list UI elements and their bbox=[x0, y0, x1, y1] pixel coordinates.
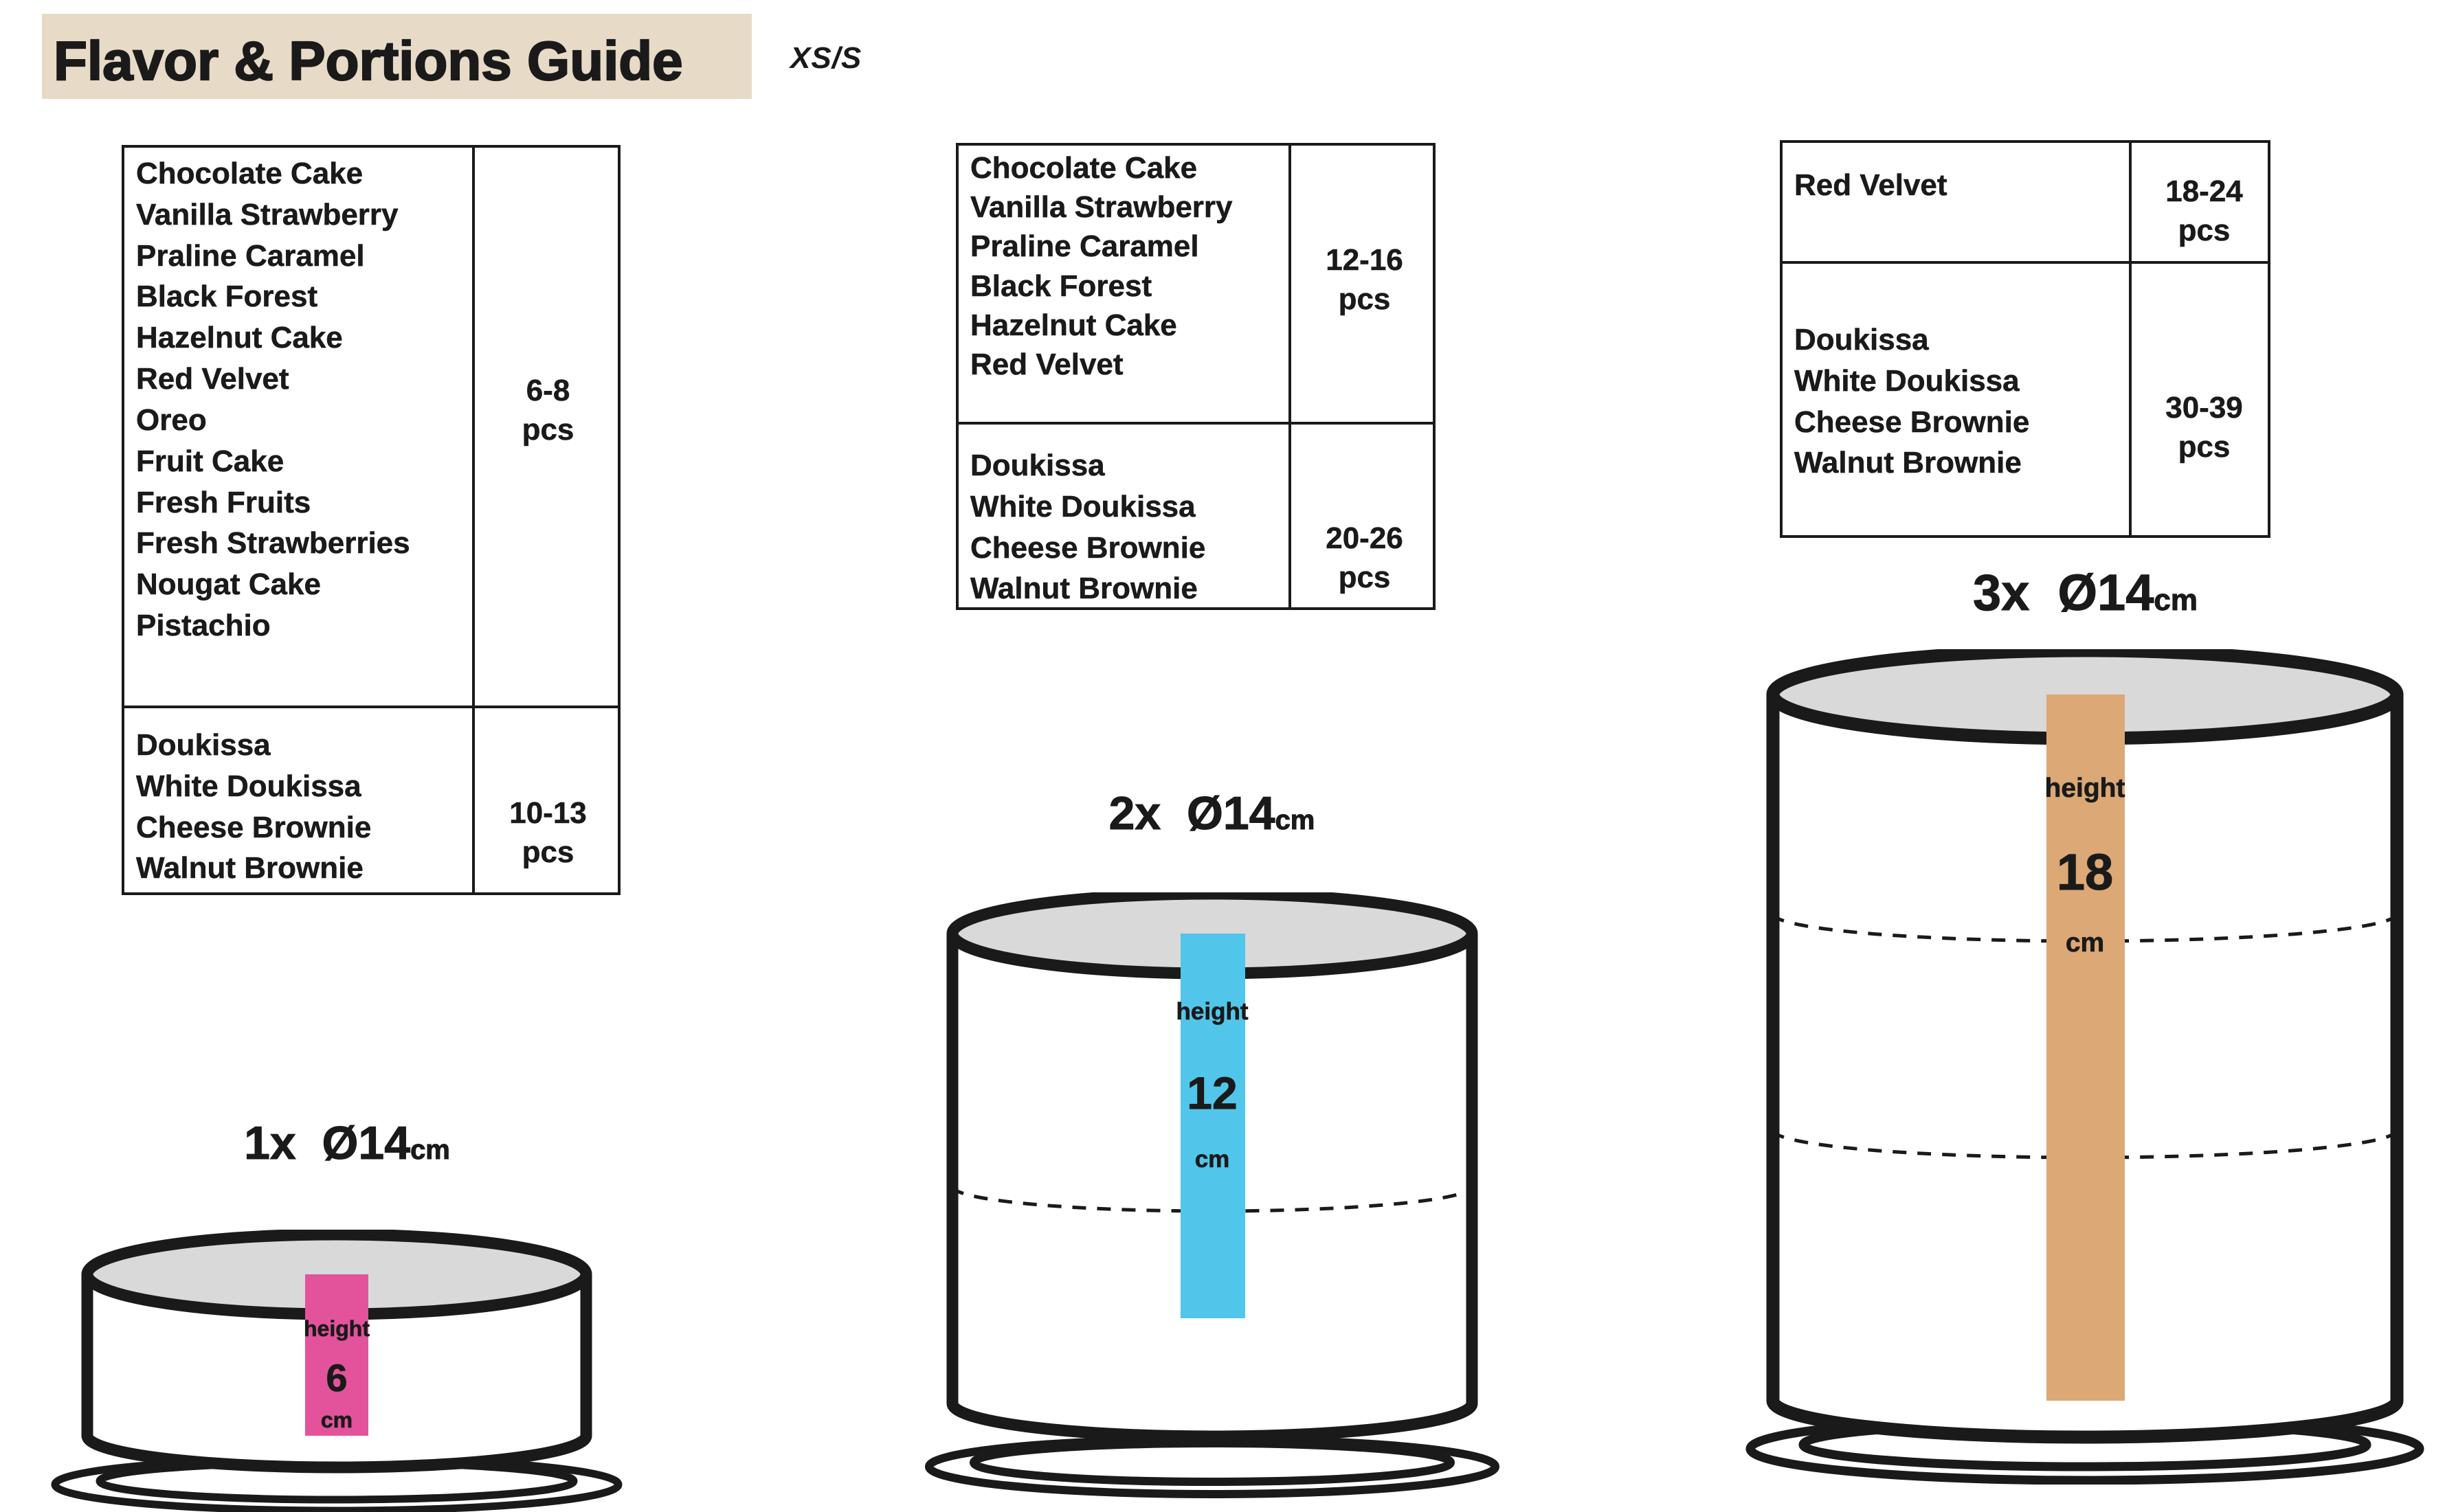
svg-text:6: 6 bbox=[326, 1356, 347, 1399]
svg-text:12: 12 bbox=[1187, 1068, 1237, 1118]
svg-text:18: 18 bbox=[2057, 844, 2113, 901]
svg-text:cm: cm bbox=[1195, 1146, 1230, 1173]
svg-text:height: height bbox=[1176, 998, 1249, 1025]
svg-text:cm: cm bbox=[321, 1408, 353, 1432]
svg-text:cm: cm bbox=[2066, 928, 2104, 958]
svg-text:height: height bbox=[2045, 774, 2125, 803]
svg-text:height: height bbox=[304, 1316, 370, 1341]
